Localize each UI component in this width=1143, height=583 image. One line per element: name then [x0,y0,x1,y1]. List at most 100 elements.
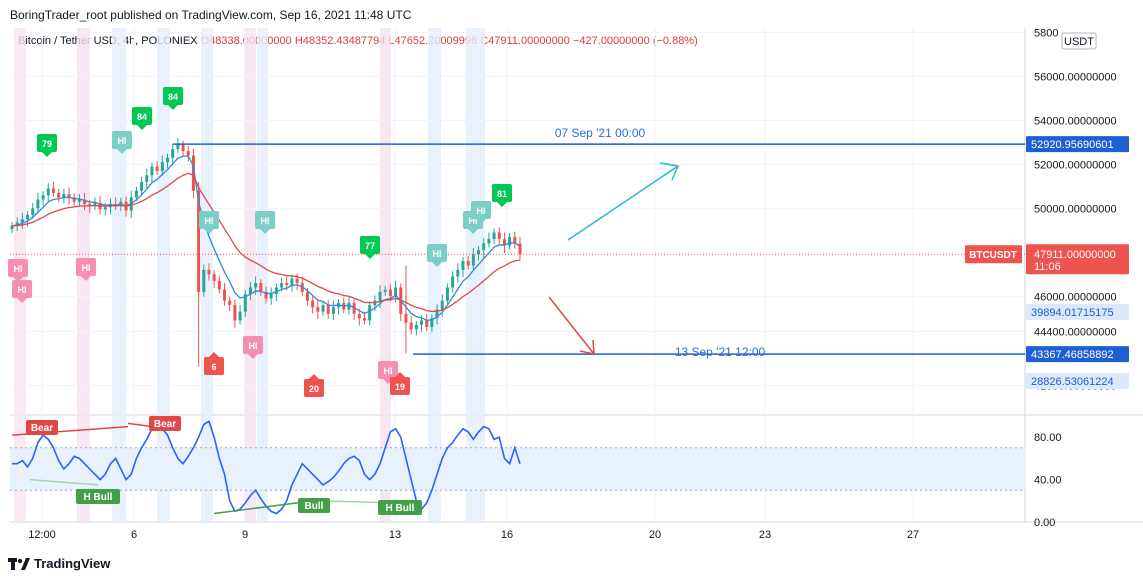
candle-body [368,305,372,321]
candle-body [321,305,325,312]
candle-body [331,307,335,314]
marker-label: 81 [497,189,507,199]
marker-label: HI [118,136,127,146]
y-tick-label: 56000.00000000 [1034,71,1117,83]
marker-label: HI [384,366,393,376]
legend-symbol[interactable]: Bitcoin / Tether USD, 4h, POLONIEX [18,35,198,47]
x-tick-label: 13 [389,529,401,541]
signal-marker: HI [8,259,28,282]
marker-label: HI [261,216,270,226]
x-tick-label: 6 [131,529,137,541]
support-label: 13 Sep '21 12:00 [675,345,766,359]
rsi-tick-label: 80.00 [1034,432,1062,444]
highlight-band [428,28,441,522]
marker-label: 20 [309,384,319,394]
x-tick-label: 12:00 [28,529,56,541]
candle-body [362,318,366,321]
signal-label: Bear [31,423,53,434]
symbol-tag-box [965,245,1022,264]
marker-pointer [42,152,52,157]
rsi-tick-label: 0.00 [1034,517,1055,529]
footer-brand[interactable]: TradingView [34,556,111,571]
support-price-tag-box [1026,346,1129,363]
candle-body [166,157,170,163]
candle-body [502,239,506,246]
candle-body [57,192,61,198]
candle-body [420,320,424,325]
candle-body [285,283,289,286]
candle-body [186,151,190,156]
marker-label: HI [205,216,214,226]
candle-body [487,239,491,244]
signal-label: H Bull [84,492,113,503]
signal-marker: HI [243,336,263,359]
extra-price-tag: 28826.53061224 [1031,376,1114,388]
candle-body [513,236,517,244]
signal-marker: HI [255,211,275,234]
signal-marker: HI [471,201,491,224]
candle-body [150,166,154,176]
y-tick-label: 54000.00000000 [1034,115,1117,127]
marker-label: 84 [137,112,147,122]
ema-slow-line [11,172,521,313]
highlight-band [257,28,268,522]
projection-arrow-down-head [579,339,595,355]
marker-label: 19 [395,382,405,392]
marker-box [8,259,28,277]
marker-box [132,107,152,125]
candle-body [518,243,522,255]
tradingview-logo-icon[interactable] [8,557,30,571]
bull-divergence-line [29,478,99,486]
marker-box [37,134,57,152]
bull-signal: H Bull [378,500,422,515]
marker-label: 84 [168,92,178,102]
candle-body [440,300,444,310]
candle-body [243,294,247,312]
marker-pointer [497,202,507,207]
candle-body [31,208,35,215]
candle-body [378,291,382,301]
support-price-tag: 43367.46858892 [1031,349,1114,361]
highlight-band [466,28,485,522]
marker-pointer [13,277,23,282]
candle-body [77,199,81,202]
candle-body [269,294,273,299]
marker-pointer [260,229,270,234]
candle-body [46,188,50,196]
candle-body [280,283,284,288]
bull-divergence-line [213,500,315,515]
candle-body [212,274,216,281]
candle-body [88,203,92,207]
candle-body [10,225,14,230]
x-tick-label: 20 [649,529,661,541]
ema-fast-line [11,155,521,322]
candle-body [295,278,299,284]
marker-pointer [395,372,405,377]
candle-body [238,311,242,321]
symbol-legend: Bitcoin / Tether USD, 4h, POLONIEX O4833… [18,35,698,47]
resistance-price-tag-box [1026,136,1129,153]
marker-box [163,87,183,105]
marker-label: HI [249,341,258,351]
candle-body [62,194,66,198]
candle-body [461,261,465,270]
signal-box [298,498,330,513]
marker-pointer [248,354,258,359]
candle-body [274,287,278,295]
legend-change: −427.00000000 (−0.88%) [572,35,698,47]
candle-body [482,243,486,251]
candle-body [51,188,55,193]
marker-pointer [432,262,442,267]
signal-marker: HI [427,244,447,267]
candle-body [103,207,107,210]
extra-price-tag-box [1026,373,1129,389]
last-price-value: 47911.00000000 [1034,249,1116,261]
candle-body [160,162,164,171]
highlight-band [244,28,256,522]
signal-marker: 81 [492,184,512,207]
marker-pointer [117,149,127,154]
marker-box [471,201,491,219]
rsi-line [12,420,521,515]
low-marker: 19 [390,372,410,395]
